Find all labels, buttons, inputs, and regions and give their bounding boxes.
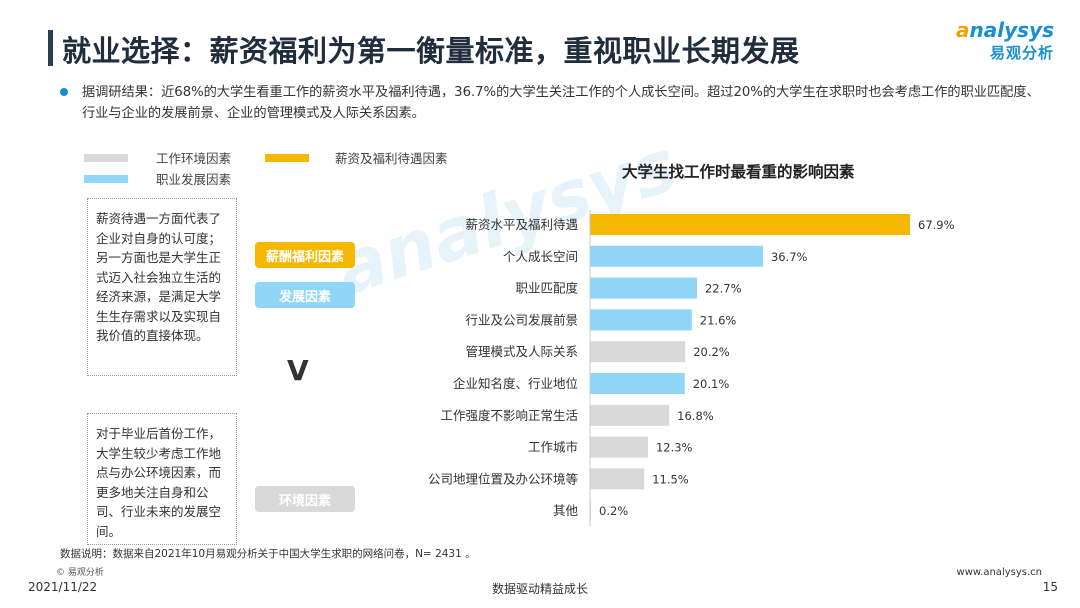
- category-label: 薪资水平及福利待遇: [465, 217, 578, 232]
- value-label: 20.1%: [693, 377, 730, 391]
- copyright: © 易观分析: [56, 568, 104, 578]
- legend-dev: 职业发展因素: [84, 169, 231, 188]
- versus-mark: V: [287, 354, 309, 387]
- logo-wordmark: analysys: [956, 18, 1054, 42]
- legend-env-label: 工作环境因素: [156, 151, 232, 166]
- bullet-icon: [60, 88, 68, 96]
- category-label: 个人成长空间: [503, 249, 578, 264]
- category-label: 工作城市: [528, 440, 578, 455]
- legend-dev-swatch: [84, 174, 128, 183]
- legend-salary: 薪资及福利待遇因素: [265, 148, 448, 167]
- tag-development-factor: 发展因素: [255, 282, 355, 308]
- value-label: 11.5%: [652, 472, 689, 486]
- category-label: 管理模式及人际关系: [465, 344, 578, 359]
- page-title: 就业选择：薪资福利为第一衡量标准，重视职业长期发展: [62, 34, 800, 68]
- footer-slogan: 数据驱动精益成长: [491, 582, 588, 596]
- legend-env: 工作环境因素: [84, 148, 231, 167]
- bar-4: [590, 341, 686, 363]
- tag-environment-factor: 环境因素: [255, 486, 355, 512]
- bar-5: [590, 373, 685, 394]
- category-label: 企业知名度、行业地位: [453, 376, 578, 391]
- logo-chinese-name: 易观分析: [989, 44, 1054, 62]
- value-label: 21.6%: [700, 313, 737, 327]
- bar-0: [590, 214, 910, 235]
- category-label: 公司地理位置及办公环境等: [428, 471, 578, 486]
- value-label: 22.7%: [705, 282, 742, 296]
- category-label: 工作强度不影响正常生活: [440, 408, 578, 423]
- bar-6: [590, 404, 670, 426]
- legend-salary-label: 薪资及福利待遇因素: [335, 151, 448, 166]
- bar-7: [590, 436, 648, 458]
- tag-salary-factor: 薪酬福利因素: [255, 242, 355, 268]
- title-accent-bar: [48, 30, 53, 66]
- legend-salary-swatch: [265, 153, 309, 162]
- bar-1: [590, 245, 763, 267]
- page-number: 15: [1042, 580, 1058, 594]
- environment-explanation-box: 对于毕业后首份工作，大学生较少考虑工作地点与办公环境因素，而更多地关注自身和公司…: [87, 413, 237, 545]
- bar-3: [590, 309, 692, 331]
- salary-explanation-box: 薪资待遇一方面代表了企业对自身的认可度；另一方面也是大学生正式迈入社会独立生活的…: [87, 198, 237, 376]
- legend-env-swatch: [84, 153, 128, 162]
- category-label: 其他: [553, 503, 579, 518]
- value-label: 12.3%: [656, 441, 693, 455]
- bar-8: [590, 468, 645, 490]
- value-label: 16.8%: [677, 409, 714, 423]
- value-label: 36.7%: [771, 250, 808, 264]
- value-label: 20.2%: [693, 345, 730, 359]
- value-label: 67.9%: [918, 218, 955, 232]
- chart-title: 大学生找工作时最看重的影响因素: [622, 163, 855, 181]
- data-source-note: 数据说明：数据来自2021年10月易观分析关于中国大学生求职的网络问卷，N= 2…: [60, 548, 476, 560]
- category-label: 行业及公司发展前景: [465, 312, 578, 327]
- category-label: 职业匹配度: [515, 281, 578, 296]
- value-label: 0.2%: [599, 504, 628, 518]
- summary-text: 据调研结果：近68%的大学生看重工作的薪资水平及福利待遇，36.7%的大学生关注…: [82, 85, 1040, 121]
- analysys-logo: analysys 易观分析: [956, 18, 1054, 63]
- website: www.analysys.cn: [956, 567, 1042, 578]
- report-date: 2021/11/22: [28, 580, 98, 594]
- legend-dev-label: 职业发展因素: [156, 172, 232, 187]
- bar-2: [590, 277, 697, 299]
